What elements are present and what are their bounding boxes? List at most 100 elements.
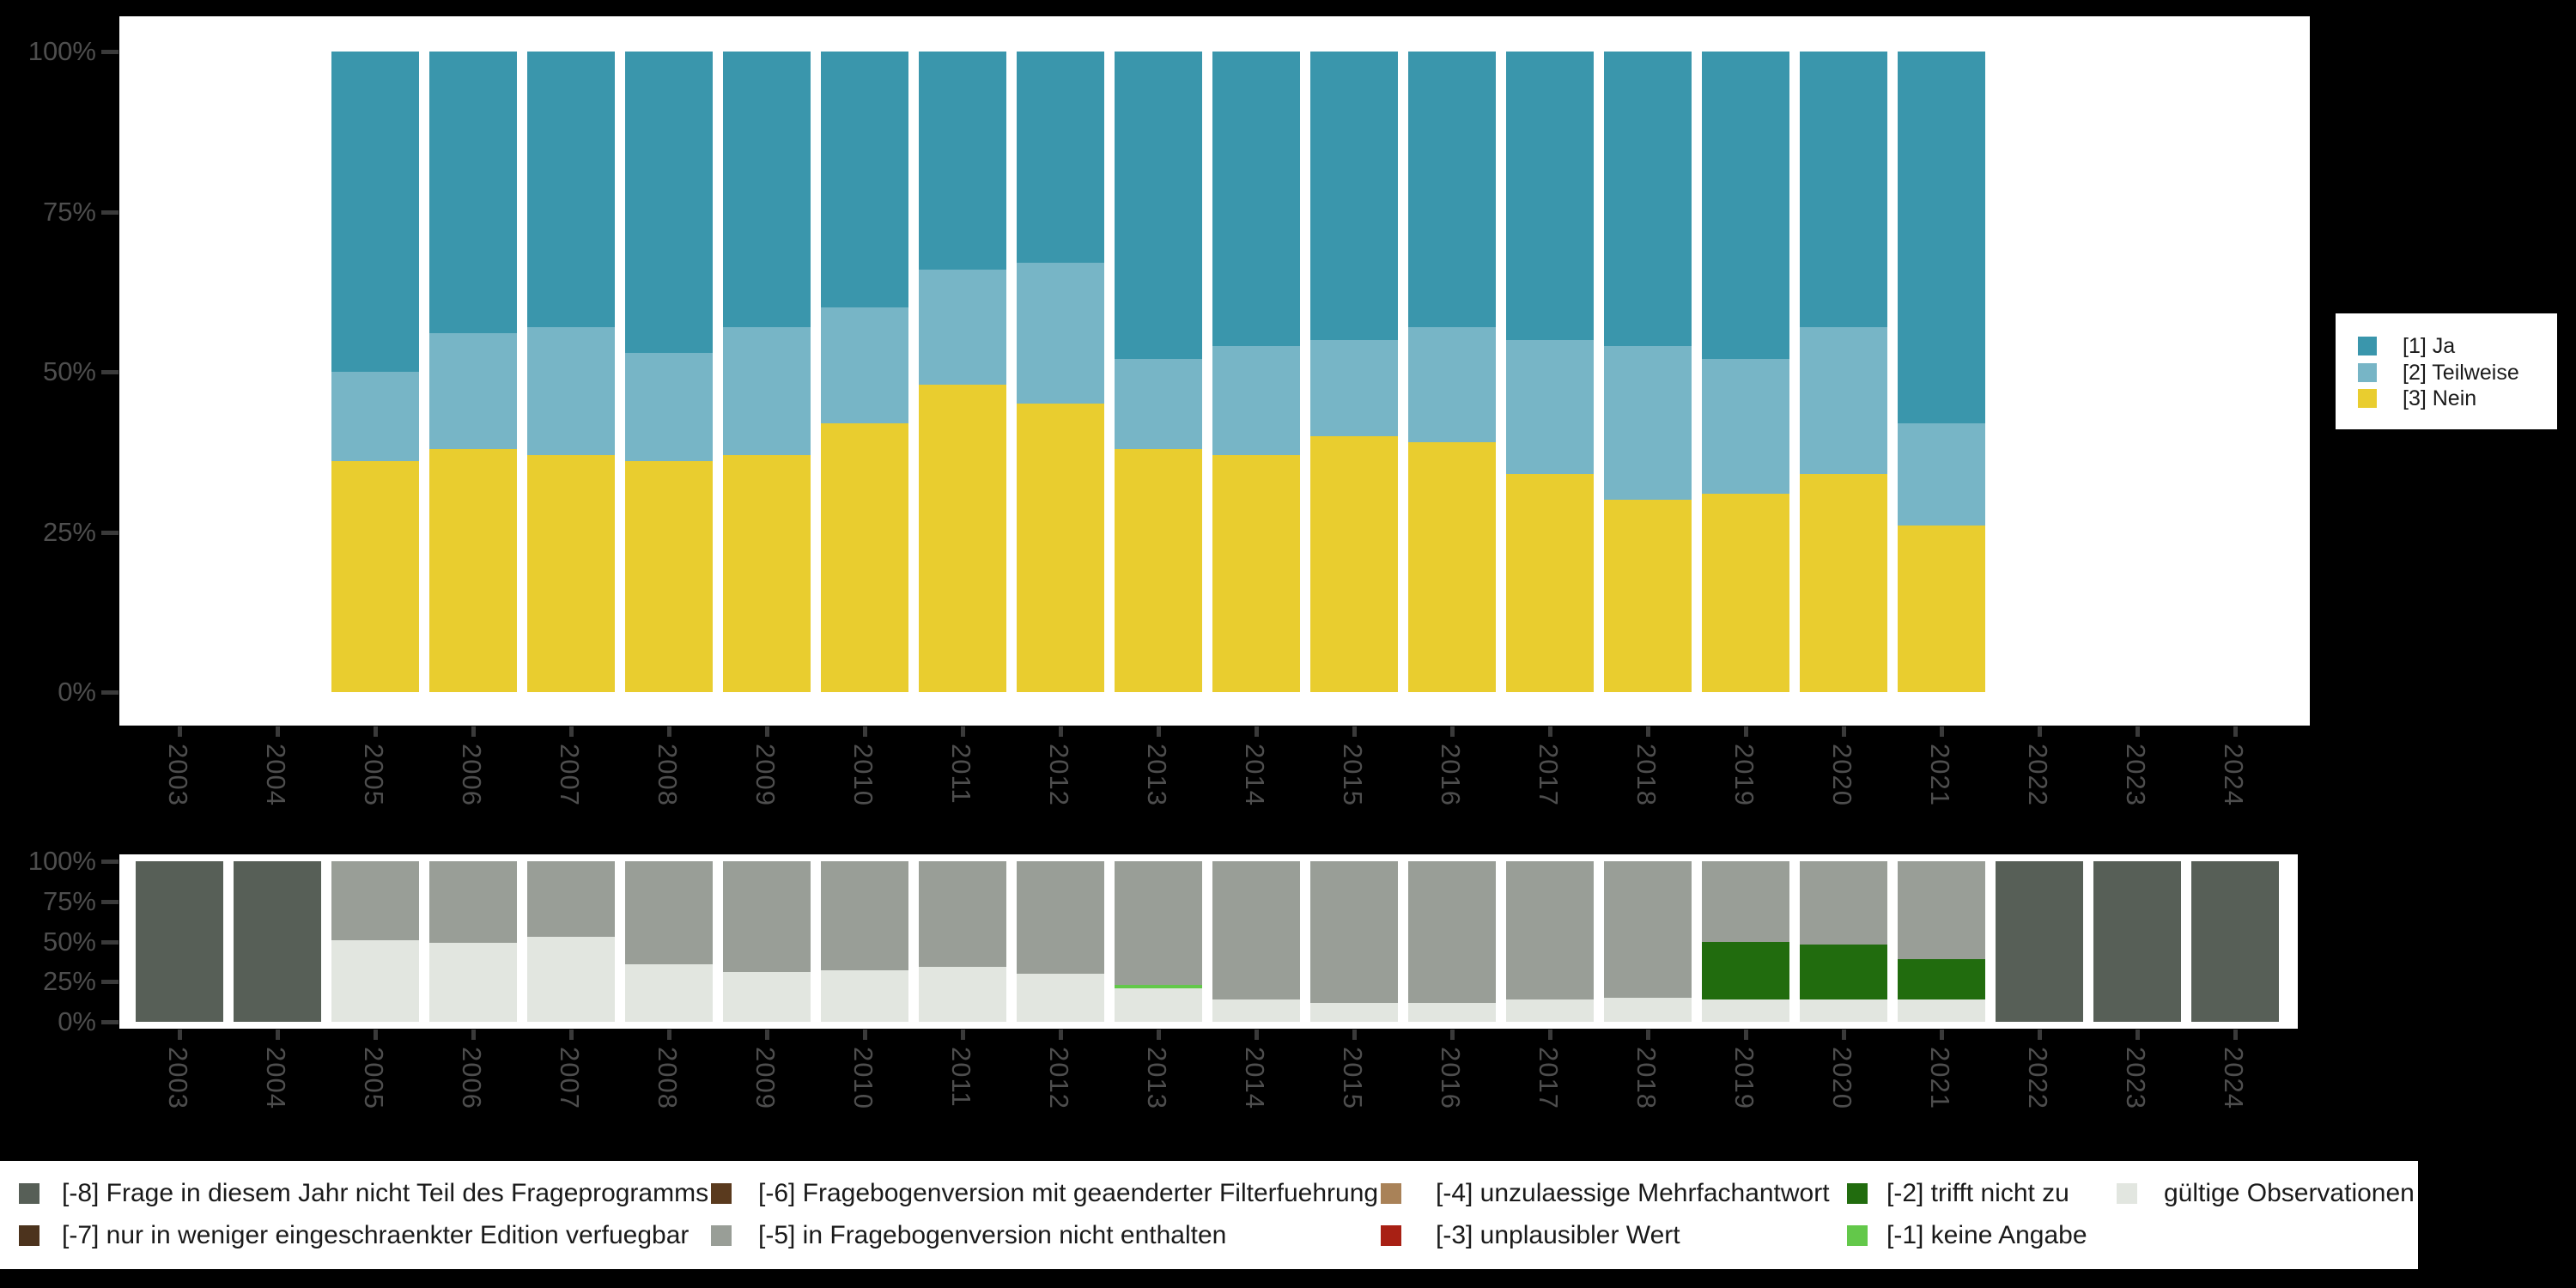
- x-axis-year-label: 2003: [163, 744, 193, 806]
- x-axis-year-label: 2007: [555, 744, 585, 806]
- y-axis-tick-mark: [101, 899, 118, 904]
- missing-bar-segment--5: [1506, 861, 1594, 999]
- missing-bar-segment--5: [429, 861, 517, 944]
- missing-bar-segment--5: [1017, 861, 1104, 974]
- missing-bar-segment--5: [1604, 861, 1692, 998]
- bar-segment-teilweise: [821, 307, 908, 423]
- bar-segment-teilweise: [723, 326, 811, 455]
- x-axis-tick-mark: [1352, 1030, 1357, 1040]
- missing-bar-segment--5: [1898, 861, 1985, 960]
- bar-segment-teilweise: [1212, 346, 1300, 455]
- bar-segment-teilweise: [527, 326, 615, 455]
- legend-swatch--6: [711, 1183, 732, 1204]
- bar-segment-teilweise: [1800, 326, 1887, 475]
- legend-swatch-nein: [2358, 389, 2377, 408]
- bar-segment-nein: [919, 384, 1006, 692]
- x-axis-year-label: 2021: [1925, 744, 1955, 806]
- x-axis-year-label: 2017: [1534, 1047, 1564, 1109]
- x-axis-tick-mark: [1940, 726, 1944, 737]
- x-axis-tick-mark: [2136, 726, 2140, 737]
- bar-segment-ja: [1604, 52, 1692, 347]
- x-axis-year-label: 2016: [1436, 744, 1466, 806]
- bar-segment-teilweise: [625, 352, 713, 462]
- x-axis-tick-mark: [1646, 1030, 1650, 1040]
- x-axis-year-label: 2004: [261, 744, 291, 806]
- x-axis-tick-mark: [961, 1030, 965, 1040]
- x-axis-year-label: 2023: [2121, 744, 2151, 806]
- y-axis-tick-label: 75%: [42, 885, 96, 916]
- bar-segment-ja: [1115, 52, 1202, 360]
- y-axis-tick-label: 75%: [42, 196, 96, 227]
- bar-segment-teilweise: [1017, 263, 1104, 404]
- bar-segment-nein: [429, 448, 517, 692]
- bar-segment-nein: [331, 461, 419, 692]
- x-axis-year-label: 2012: [1044, 744, 1074, 806]
- x-axis-year-label: 2008: [653, 744, 683, 806]
- missing-bar-segment--8: [2093, 861, 2181, 1022]
- y-axis-tick-label: 100%: [27, 846, 96, 876]
- missing-bar-segment--8: [2191, 861, 2279, 1022]
- bar-segment-nein: [723, 454, 811, 692]
- x-axis-year-label: 2007: [555, 1047, 585, 1109]
- x-axis-year-label: 2016: [1436, 1047, 1466, 1109]
- legend-label--1: [-1] keine Angabe: [1886, 1221, 2087, 1249]
- y-axis-tick-mark: [101, 370, 118, 374]
- x-axis-tick-mark: [667, 1030, 671, 1040]
- legend-swatch--2: [1847, 1183, 1868, 1204]
- bar-segment-ja: [331, 52, 419, 372]
- missing-bar-segment--5: [331, 861, 419, 940]
- x-axis-tick-mark: [667, 726, 671, 737]
- x-axis-year-label: 2012: [1044, 1047, 1074, 1109]
- missing-bar-segment--5: [527, 861, 615, 937]
- x-axis-tick-mark: [178, 1030, 182, 1040]
- x-axis-year-label: 2019: [1729, 1047, 1759, 1109]
- x-axis-tick-mark: [374, 1030, 378, 1040]
- x-axis-year-label: 2022: [2023, 744, 2053, 806]
- x-axis-year-label: 2010: [848, 1047, 878, 1109]
- x-axis-tick-mark: [961, 726, 965, 737]
- x-axis-tick-mark: [1842, 1030, 1846, 1040]
- legend-swatch--8: [19, 1183, 39, 1204]
- legend-label-ja: [1] Ja: [2403, 334, 2456, 358]
- bar-segment-nein: [1408, 442, 1496, 692]
- x-axis-tick-mark: [1646, 726, 1650, 737]
- legend-label--8: [-8] Frage in diesem Jahr nicht Teil des…: [62, 1179, 709, 1207]
- x-axis-tick-mark: [1548, 726, 1552, 737]
- bar-segment-ja: [1212, 52, 1300, 347]
- answer-categories-legend-box: [1] Ja [2] Teilweise [3] Nein: [2336, 313, 2557, 429]
- x-axis-year-label: 2010: [848, 744, 878, 806]
- missing-bar-segment--8: [1996, 861, 2083, 1022]
- missing-bar-segment-valid: [1212, 999, 1300, 1022]
- missing-bar-segment-valid: [1506, 999, 1594, 1022]
- missing-bar-segment--5: [919, 861, 1006, 968]
- x-axis-year-label: 2024: [2219, 744, 2249, 806]
- x-axis-tick-mark: [1450, 726, 1455, 737]
- x-axis-tick-mark: [1744, 1030, 1748, 1040]
- missing-bar-segment-valid: [821, 970, 908, 1022]
- missing-codes-legend-band: [-8] Frage in diesem Jahr nicht Teil des…: [0, 1161, 2418, 1269]
- x-axis-year-label: 2023: [2121, 1047, 2151, 1109]
- legend-label--2: [-2] trifft nicht zu: [1886, 1179, 2069, 1207]
- y-axis-tick-label: 100%: [27, 36, 96, 66]
- x-axis-year-label: 2013: [1142, 1047, 1172, 1109]
- missing-bar-segment-valid: [1800, 999, 1887, 1022]
- bar-segment-teilweise: [1115, 359, 1202, 449]
- x-axis-tick-mark: [178, 726, 182, 737]
- x-axis-tick-mark: [276, 726, 280, 737]
- bar-segment-ja: [723, 52, 811, 327]
- x-axis-year-label: 2024: [2219, 1047, 2249, 1109]
- y-axis-tick-label: 50%: [42, 926, 96, 957]
- x-axis-tick-mark: [374, 726, 378, 737]
- bar-segment-ja: [1310, 52, 1398, 340]
- x-axis-year-label: 2005: [359, 744, 389, 806]
- bar-segment-teilweise: [919, 269, 1006, 385]
- bar-segment-ja: [1408, 52, 1496, 327]
- bar-segment-ja: [1017, 52, 1104, 264]
- x-axis-tick-mark: [471, 1030, 476, 1040]
- x-axis-year-label: 2006: [457, 1047, 487, 1109]
- missing-bar-segment-valid: [1310, 1002, 1398, 1022]
- bar-segment-ja: [1898, 52, 1985, 423]
- missing-bar-segment-valid: [723, 972, 811, 1022]
- missing-bar-segment--5: [1310, 861, 1398, 1003]
- bar-segment-nein: [1702, 493, 1789, 692]
